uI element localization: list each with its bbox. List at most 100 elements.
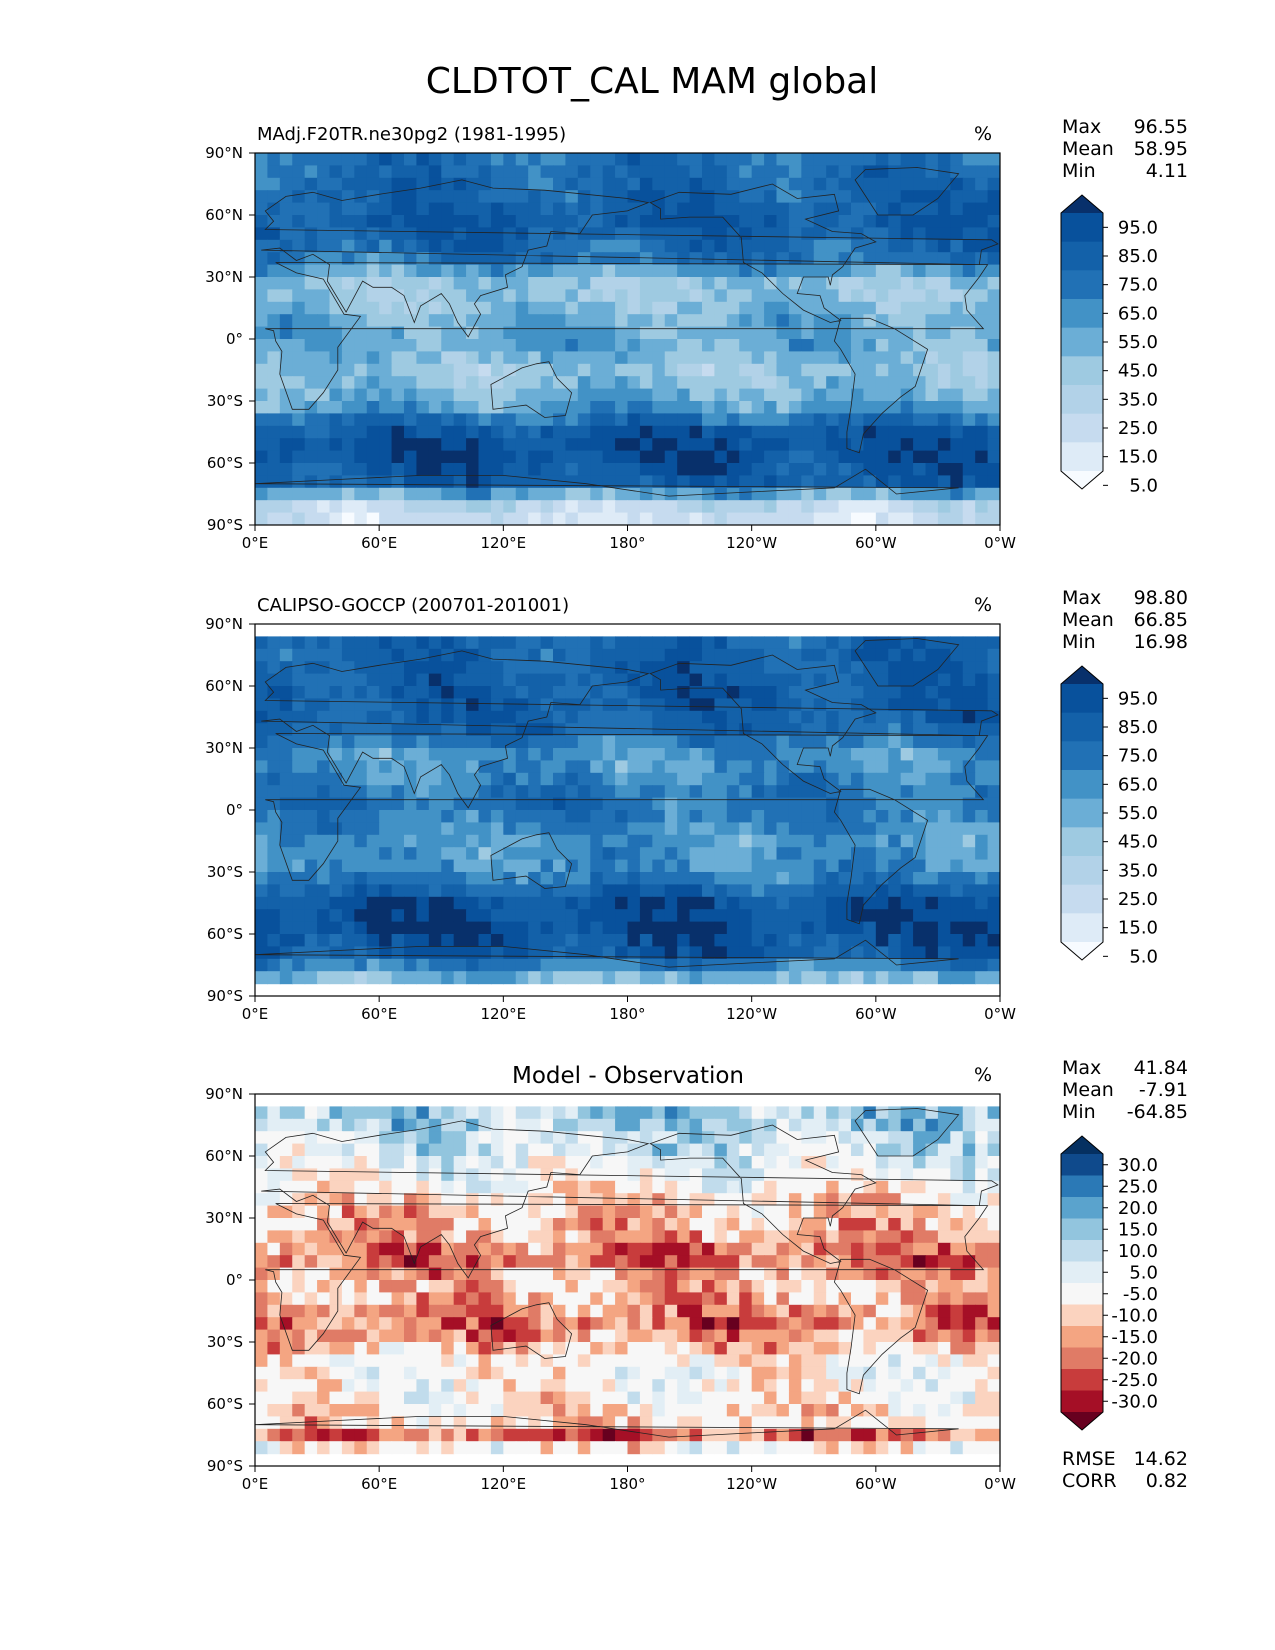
field-cell [615,1292,629,1306]
field-cell [379,921,393,935]
field-cell [677,847,691,861]
field-cell [950,1242,964,1256]
field-cell [702,512,716,525]
field-cell [366,388,380,402]
field-cell [565,450,579,464]
field-cell [987,1193,1000,1207]
field-cell [838,301,852,315]
field-cell [553,896,567,910]
field-cell [950,1193,964,1207]
field-cell [639,252,653,266]
field-cell [888,921,902,935]
field-cell [664,1230,678,1244]
field-cell [515,896,529,910]
field-cell [379,1354,393,1368]
field-cell [553,1317,567,1331]
field-cell [813,909,827,923]
field-cell [627,401,641,414]
field-cell [503,958,517,972]
field-cell [788,921,802,935]
field-cell [615,227,629,241]
field-cell [341,153,355,166]
field-cell [379,1317,393,1331]
field-cell [962,1205,976,1219]
field-cell [863,401,877,414]
field-cell [404,1280,418,1293]
field-cell [553,1280,567,1293]
field-cell [466,450,480,464]
field-cell [900,1131,914,1145]
field-cell [441,314,455,328]
field-cell [987,165,1000,179]
y-tick-label: 30°S [207,863,243,881]
field-cell [702,215,716,228]
field-cell [987,958,1000,972]
field-cell [515,1218,529,1231]
field-cell [863,958,877,972]
field-cell [590,1242,604,1256]
field-cell [788,413,802,427]
field-cell [304,351,318,365]
colorbar-extend-bottom [1061,942,1103,960]
field-cell [702,177,716,191]
field-cell [366,376,380,390]
field-cell [553,735,567,749]
field-cell [826,1366,840,1380]
field-cell [404,1218,418,1231]
field-cell [553,661,567,675]
field-cell [788,401,802,414]
field-cell [441,1304,455,1318]
field-cell [615,252,629,266]
field-cell [925,1193,939,1207]
field-cell [577,735,591,749]
field-cell [478,723,492,737]
field-cell [739,425,753,439]
field-cell [813,723,827,737]
field-cell [639,909,653,923]
field-cell [577,958,591,972]
field-cell [875,896,889,910]
field-cell [317,326,331,340]
field-cell [851,500,865,514]
field-cell [478,1106,492,1120]
field-cell [366,1193,380,1207]
field-cell [801,401,815,414]
field-cell [466,500,480,514]
field-cell [913,785,927,799]
field-cell [317,1267,331,1281]
field-cell [714,450,728,464]
field-cell [751,388,765,402]
field-cell [863,264,877,278]
field-cell [788,1230,802,1244]
field-cell [863,698,877,712]
field-cell [341,686,355,699]
field-cell [540,1304,554,1318]
field-cell [354,1379,368,1393]
field-cell [292,239,306,253]
field-cell [813,487,827,501]
field-cell [788,153,802,166]
field-cell [553,686,567,699]
field-cell [813,475,827,489]
field-cell [975,388,989,402]
field-cell [826,909,840,923]
field-cells [255,153,1000,525]
field-cell [329,723,343,737]
field-cell [863,686,877,699]
field-cell [329,512,343,525]
field-cell [478,1193,492,1207]
field-cell [428,401,442,414]
field-cell [788,909,802,923]
field-cell [329,376,343,390]
field-cell [453,772,467,786]
field-cell [577,1180,591,1194]
field-cell [354,1242,368,1256]
field-cell [503,710,517,724]
field-cell [801,748,815,761]
field-cell [416,500,430,514]
field-cell [428,376,442,390]
field-cell [664,1292,678,1306]
stat-value: 66.85 [1134,609,1188,631]
field-cell [702,1218,716,1231]
field-cell [379,946,393,960]
